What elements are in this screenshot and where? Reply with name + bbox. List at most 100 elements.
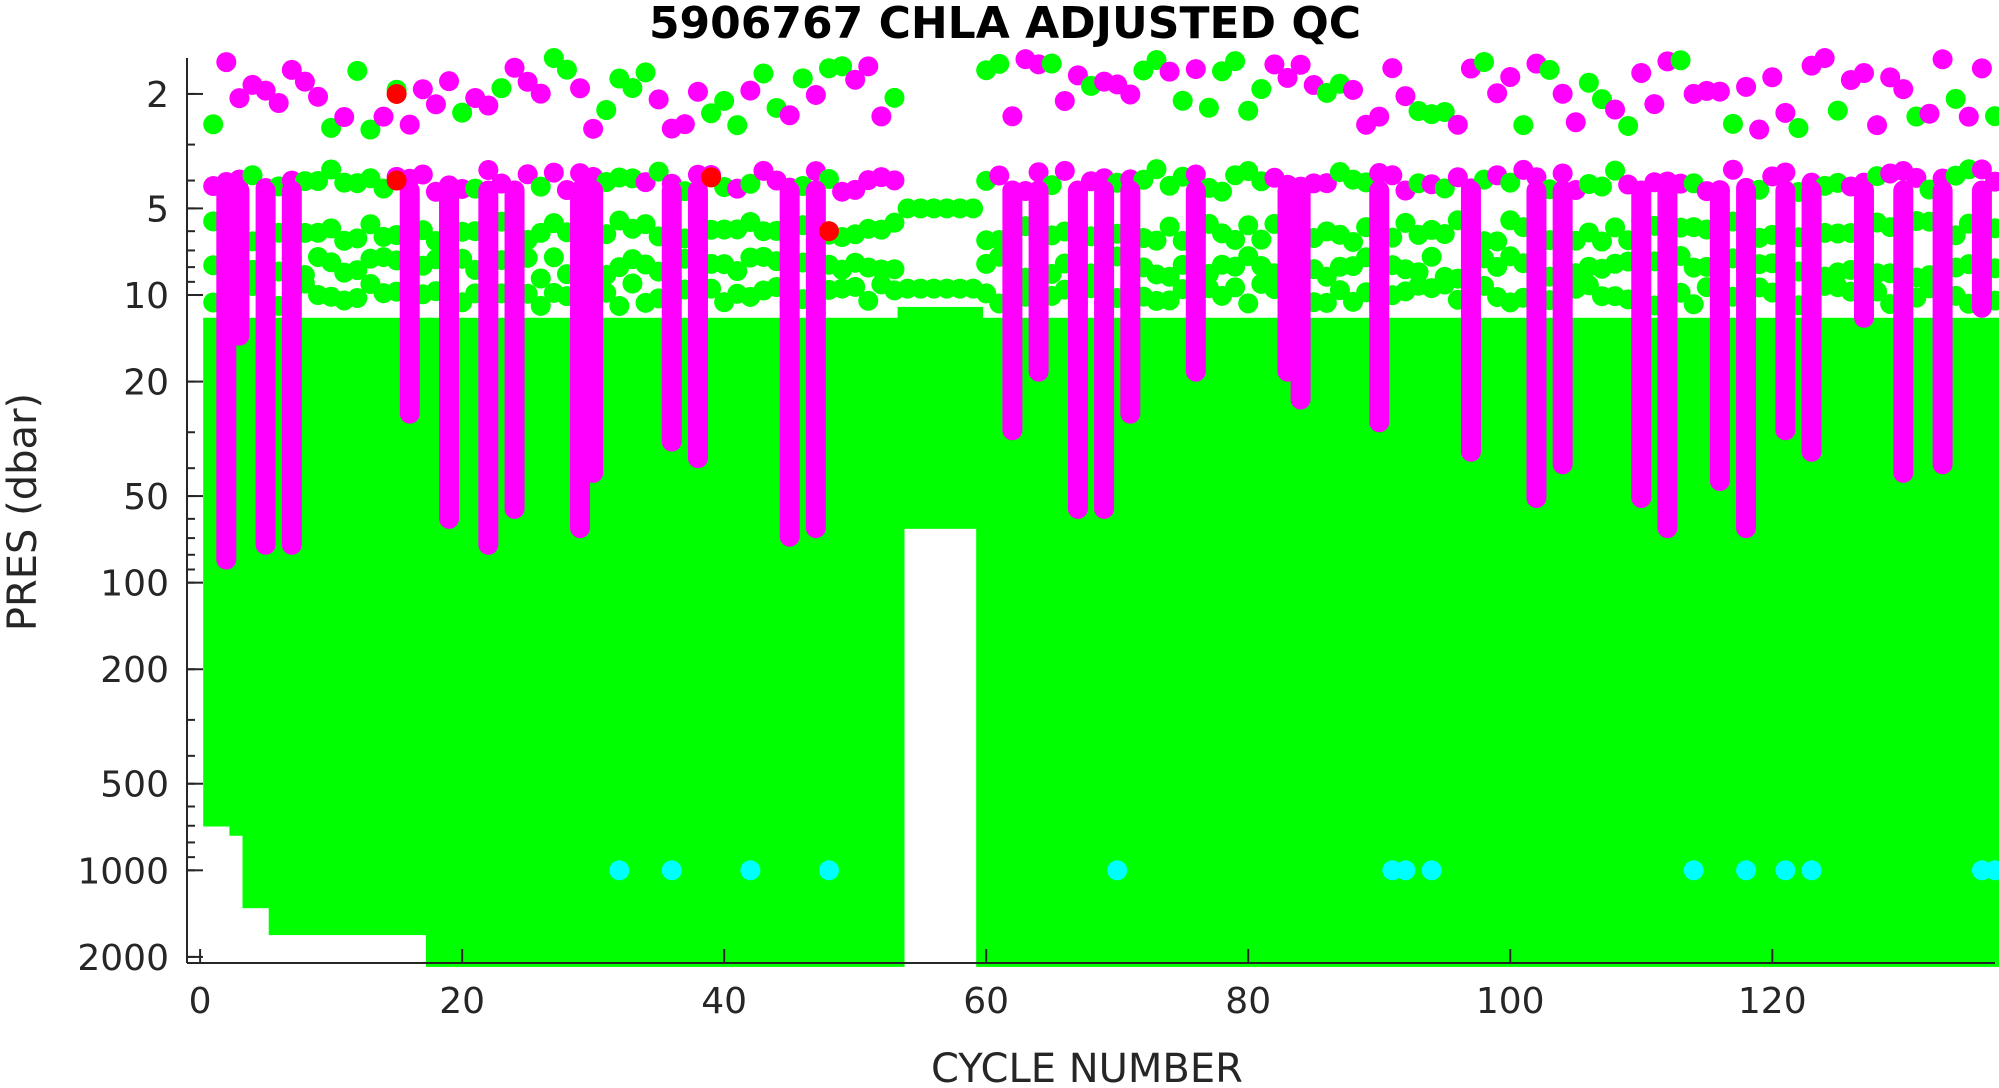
data-point-probably-good [425, 94, 446, 115]
x-tick-label: 120 [1738, 981, 1807, 1022]
data-point-probably-good [294, 71, 315, 92]
data-point-probably-good [1487, 83, 1508, 104]
data-point-good [792, 68, 813, 89]
data-point-good [1159, 266, 1180, 287]
y-tick-label: 200 [100, 650, 169, 691]
data-point-good [963, 458, 984, 479]
data-point-good [1487, 231, 1508, 252]
profile-column-probably-good [478, 180, 499, 555]
data-point-probably-good [1736, 76, 1757, 97]
data-point-probably-good [687, 81, 708, 102]
data-point-good [347, 60, 368, 81]
data-point-good [818, 168, 839, 189]
data-point-probably-good [373, 106, 394, 127]
data-point-bad [386, 83, 407, 104]
profile-column-probably-good [1736, 180, 1757, 539]
data-point-changed [740, 860, 761, 881]
data-point-probably-good [1906, 167, 1927, 188]
data-point-probably-good [648, 89, 669, 110]
data-point-probably-good [740, 80, 761, 101]
data-point-bad [818, 221, 839, 242]
y-tick-label: 2 [146, 75, 169, 116]
y-tick-label: 5 [146, 189, 169, 230]
data-point-good [321, 159, 342, 180]
data-point-good [1172, 90, 1193, 111]
profile-column-probably-good [1094, 180, 1115, 519]
data-point-good [1395, 212, 1416, 233]
profile-column-probably-good [1028, 180, 1049, 382]
profile-column-probably-good [1801, 180, 1822, 462]
data-point-changed [609, 860, 630, 881]
data-point-probably-good [1814, 48, 1835, 69]
data-point-good [1329, 280, 1350, 301]
data-point-probably-good [1552, 163, 1573, 184]
data-point-good [1159, 216, 1180, 237]
data-point-good [321, 218, 342, 239]
profile-column-probably-good [1657, 180, 1678, 539]
profile-column-probably-good [1185, 180, 1206, 382]
data-point-probably-good [1631, 62, 1652, 83]
data-point-probably-good [845, 69, 866, 90]
profile-column-probably-good [805, 180, 826, 539]
data-point-probably-good [1002, 106, 1023, 127]
data-point-probably-good [1853, 63, 1874, 84]
profile-column-probably-good [1631, 180, 1652, 508]
data-point-good [1945, 88, 1966, 109]
profile-column-probably-good [1932, 180, 1953, 475]
data-point-good [596, 100, 617, 121]
data-point-changed [1775, 860, 1796, 881]
data-point-probably-good [1932, 49, 1953, 70]
data-point-probably-good [1395, 86, 1416, 107]
data-point-probably-good [1447, 167, 1468, 188]
y-tick-label: 500 [100, 765, 169, 806]
data-point-good [1225, 229, 1246, 250]
data-point-good [884, 212, 905, 233]
data-point-good [347, 228, 368, 249]
data-point-probably-good [1971, 159, 1992, 180]
data-point-good [1316, 292, 1337, 313]
data-point-probably-good [1500, 66, 1521, 87]
profile-column-probably-good [1775, 180, 1796, 441]
y-tick-label: 50 [123, 477, 169, 518]
data-point-probably-good [504, 57, 525, 78]
data-point-probably-good [1054, 90, 1075, 111]
data-point-probably-good [1919, 103, 1940, 124]
plot-content [203, 48, 1999, 967]
data-point-probably-good [570, 78, 591, 99]
data-point-good [1159, 290, 1180, 311]
data-point-changed [661, 860, 682, 881]
profile-column-probably-good [1369, 180, 1390, 433]
data-point-probably-good [1382, 165, 1403, 186]
profile-column-probably-good [229, 180, 250, 346]
profile-column-probably-good [661, 180, 682, 452]
data-point-good [1500, 172, 1521, 193]
data-point-probably-good [1709, 81, 1730, 102]
data-point-good [1146, 50, 1167, 71]
data-point-changed [1985, 860, 1999, 881]
data-point-good [884, 87, 905, 108]
data-point-probably-good [1867, 115, 1888, 136]
data-point-probably-good [871, 106, 892, 127]
profile-column-probably-good [583, 180, 604, 483]
data-point-good [963, 371, 984, 392]
data-point-probably-good [439, 71, 460, 92]
data-point-good [347, 288, 368, 309]
data-point-changed [1395, 860, 1416, 881]
data-point-probably-good [1264, 54, 1285, 75]
profile-column-probably-good [1460, 180, 1481, 462]
data-point-probably-good [1382, 58, 1403, 79]
data-point-bad [386, 170, 407, 191]
data-point-probably-good [255, 80, 276, 101]
data-point-probably-good [1028, 162, 1049, 183]
y-axis-label: PRES (dbar) [0, 393, 46, 631]
data-point-good [203, 114, 224, 135]
data-point-good [622, 273, 643, 294]
x-tick-label: 40 [701, 981, 747, 1022]
data-point-good [1198, 97, 1219, 118]
profile-column-good [976, 317, 1999, 967]
data-point-good [884, 280, 905, 301]
data-point-good [556, 59, 577, 80]
profile-column-probably-good [1893, 180, 1914, 483]
profile-column-probably-good [1526, 180, 1547, 508]
data-point-good [963, 198, 984, 219]
